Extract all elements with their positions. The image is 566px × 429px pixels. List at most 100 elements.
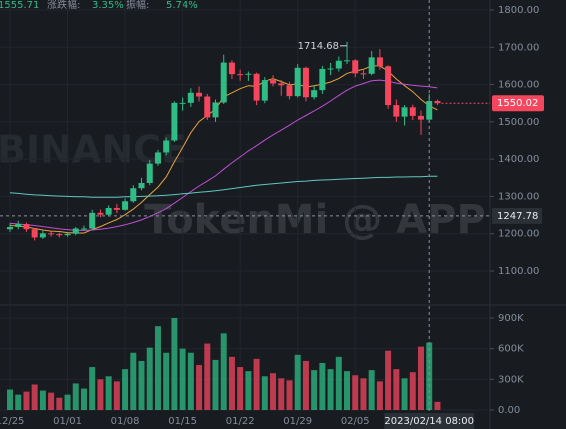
candle-body — [80, 228, 87, 230]
volume-bar — [196, 365, 203, 410]
volume-bar — [97, 379, 104, 410]
volume-bar — [344, 371, 351, 410]
y-tick-label: 1300.00 — [498, 191, 539, 202]
candle-body — [163, 140, 170, 153]
y-tick-label: 1800.00 — [498, 5, 539, 16]
candle-body — [286, 85, 293, 97]
volume-bar — [89, 367, 96, 410]
ma-line — [9, 175, 438, 198]
y-tick-label: 900K — [498, 313, 524, 324]
y-tick-label: 600K — [498, 344, 524, 355]
candle-body — [245, 73, 252, 75]
watermark: TokenMi @ APP — [144, 197, 486, 243]
candle-body — [311, 90, 318, 98]
y-tick-label: 1600.00 — [498, 80, 539, 91]
last-price: 1555.71 — [0, 0, 39, 11]
x-tick-label: 01/29 — [283, 416, 312, 427]
watermark: BINANCE — [0, 128, 187, 172]
volume-bar — [294, 354, 301, 410]
volume-bar — [368, 370, 375, 410]
candle-body — [401, 107, 408, 117]
last-price-label: 1550.02 — [497, 98, 538, 109]
crosshair-time-box — [384, 413, 475, 429]
volume-bar — [245, 371, 252, 410]
candle-body — [113, 207, 120, 210]
change-label: 涨跌幅: — [47, 0, 80, 11]
candle-body — [385, 66, 392, 106]
candle-body — [64, 233, 71, 236]
candle-body — [319, 68, 326, 91]
volume-bar — [253, 358, 260, 410]
candle-body — [393, 105, 400, 117]
volume-bar — [72, 383, 79, 410]
volume-bar — [31, 384, 38, 410]
candle-body — [278, 83, 285, 86]
candle-body — [48, 233, 55, 235]
candle-body — [122, 201, 129, 210]
candle-body — [376, 57, 383, 67]
crosshair-price: 1247.78 — [497, 211, 538, 222]
volume-bar — [311, 370, 318, 410]
volume-bar — [409, 372, 416, 410]
volume-bar — [130, 352, 137, 410]
candle-body — [179, 102, 186, 104]
volume-bar — [434, 401, 441, 410]
volume-bar — [113, 381, 120, 410]
y-tick-label: 1400.00 — [498, 154, 539, 165]
candle-body — [368, 57, 375, 74]
volume-bar — [220, 333, 227, 410]
change: 3.35% — [92, 0, 124, 11]
candle-body — [220, 62, 227, 103]
last-price-box — [492, 95, 544, 112]
candle-body — [434, 100, 441, 104]
volume-bar — [105, 376, 112, 410]
volume-bar — [138, 360, 145, 410]
volume-bar — [228, 356, 235, 410]
volume-bar — [64, 394, 71, 410]
x-tick-label: 02/05 — [341, 416, 370, 427]
x-tick-label: 01/22 — [226, 416, 255, 427]
candle-body — [253, 73, 260, 101]
candle-body — [39, 233, 46, 238]
candle-body — [228, 62, 235, 75]
volume-bar — [327, 369, 334, 410]
volume-bar — [187, 352, 194, 410]
y-tick-label: 1500.00 — [498, 117, 539, 128]
candle-body — [171, 102, 178, 141]
candle-body — [418, 115, 424, 120]
volume-bar — [376, 381, 383, 410]
candle-body — [261, 80, 268, 101]
volume-bar — [122, 369, 129, 410]
volume-bar — [171, 318, 178, 410]
volume-bar — [401, 378, 408, 410]
x-tick-label: 01/01 — [53, 416, 82, 427]
x-tick-label: 12/25 — [0, 416, 24, 427]
candle-body — [327, 68, 334, 70]
candle-body — [196, 92, 203, 97]
x-tick-label: 01/08 — [111, 416, 140, 427]
candle-body — [31, 229, 38, 238]
volume-bar — [56, 397, 63, 410]
volume-bar — [426, 342, 433, 410]
volume-bar — [418, 346, 424, 410]
volume-bar — [154, 326, 161, 410]
high-label: 1714.68 — [298, 41, 339, 52]
candle-body — [237, 74, 244, 76]
volume-bar — [15, 394, 22, 410]
y-tick-label: 1700.00 — [498, 42, 539, 53]
volume-bar — [393, 369, 400, 410]
candle-body — [97, 212, 104, 215]
candle-body — [130, 188, 137, 202]
volume-bar — [39, 390, 46, 410]
candle-body — [23, 224, 30, 230]
volume-bar — [278, 378, 285, 410]
candle-body — [204, 96, 211, 118]
y-tick-label: 0.00 — [498, 405, 520, 416]
volume-bar — [237, 367, 244, 410]
y-tick-label: 1200.00 — [498, 229, 539, 240]
candle-body — [105, 207, 112, 215]
volume-bar — [302, 360, 309, 410]
candle-body — [270, 80, 277, 84]
